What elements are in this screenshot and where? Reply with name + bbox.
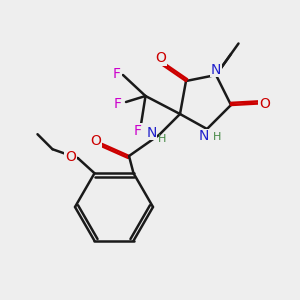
Text: F: F — [113, 67, 121, 80]
Text: O: O — [90, 134, 101, 148]
Text: F: F — [114, 98, 122, 111]
Text: H: H — [212, 132, 221, 142]
Text: N: N — [146, 126, 157, 140]
Text: H: H — [158, 134, 166, 145]
Text: N: N — [199, 130, 209, 143]
Text: N: N — [211, 63, 221, 76]
Text: O: O — [259, 97, 270, 110]
Text: O: O — [65, 150, 76, 164]
Text: O: O — [155, 51, 166, 65]
Text: F: F — [134, 124, 142, 138]
